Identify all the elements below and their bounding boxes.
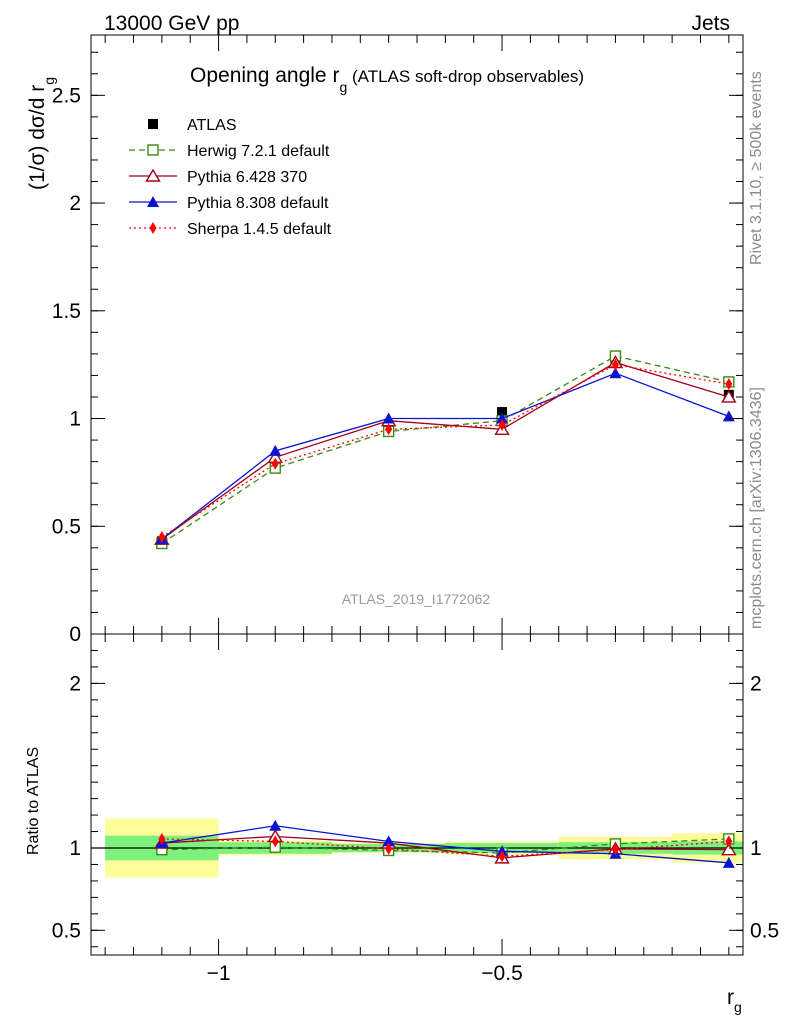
- series-line-pythia8: [161, 372, 730, 540]
- x-tick-label: −0.5: [481, 962, 522, 985]
- data-point-pythia8: [496, 412, 509, 424]
- ratio-series-group: [154, 819, 737, 868]
- plot-title: Opening angle rg (ATLAS soft-drop observ…: [190, 64, 584, 95]
- main-y-tick-label: 0: [69, 623, 81, 646]
- series-line-sherpa: [161, 363, 729, 538]
- main-ylabel: (1/σ) dσ/d rg: [26, 77, 57, 190]
- legend-marker-atlas: [148, 119, 158, 129]
- ratio-xlabel: rg: [727, 986, 742, 1015]
- legend-marker-pythia8: [147, 196, 159, 207]
- ratio-line-herwig: [161, 838, 729, 854]
- data-point-pythia8: [382, 412, 395, 424]
- data-point-pythia8: [722, 410, 735, 422]
- legend-entry-herwig: Herwig 7.2.1 default: [129, 143, 330, 160]
- data-point-atlas: [497, 407, 508, 418]
- ratio-line-pythia6: [161, 835, 729, 859]
- header-process: Jets: [691, 12, 730, 35]
- mcplots-label: mcplots.cern.ch [arXiv:1306.3436]: [748, 387, 765, 629]
- ratio-point-sherpa: [271, 835, 279, 848]
- ratio-point-pythia8: [722, 856, 735, 868]
- axis-ticks: 0 0.5 1 1.5 2 2.5 0.5 1 2 0.5 1 2 −1 −0.5: [52, 35, 779, 985]
- analysis-watermark: ATLAS_2019_I1772062: [342, 591, 491, 607]
- data-point-sherpa: [725, 378, 733, 391]
- legend-marker-pythia6: [145, 168, 161, 182]
- data-point-sherpa: [611, 358, 619, 371]
- ratio-frame: [90, 633, 744, 956]
- ratio-uncertainty-bands: [91, 818, 743, 878]
- ratio-series-sherpa: [158, 832, 733, 863]
- main-series-group: [154, 350, 737, 550]
- series-line-herwig: [161, 355, 729, 545]
- main-y-tick-label: 1: [69, 408, 81, 431]
- data-point-sherpa: [158, 531, 166, 544]
- ratio-point-sherpa: [725, 835, 733, 848]
- main-y-tick-label: 0.5: [52, 515, 81, 538]
- rivet-version-label: Rivet 3.1.10, ≥ 500k events: [748, 71, 765, 265]
- series-pythia8: [155, 367, 735, 545]
- legend: ATLAS Herwig 7.2.1 default Pythia 6.428 37…: [129, 117, 332, 238]
- legend-marker-herwig: [147, 144, 159, 156]
- legend-label-herwig: Herwig 7.2.1 default: [187, 143, 330, 160]
- data-point-sherpa: [385, 423, 393, 436]
- data-point-pythia8: [609, 367, 622, 379]
- legend-label-atlas: ATLAS: [187, 117, 237, 134]
- ratio-y-tick-label: 2: [69, 672, 81, 695]
- ratio-series-pythia8: [155, 819, 735, 868]
- ratio-ylabel: Ratio to ATLAS: [25, 747, 42, 855]
- ratio-point-pythia8: [269, 819, 282, 831]
- series-pythia6: [154, 355, 737, 545]
- series-line-pythia6: [161, 361, 730, 540]
- ratio-y-tick-label-right: 2: [750, 672, 762, 695]
- ratio-y-tick-label: 0.5: [52, 919, 81, 942]
- legend-label-pythia8: Pythia 8.308 default: [187, 195, 329, 212]
- x-tick-label: −1: [207, 962, 231, 985]
- legend-label-pythia6: Pythia 6.428 370: [187, 169, 307, 186]
- data-point-pythia8: [269, 444, 282, 456]
- legend-label-sherpa: Sherpa 1.4.5 default: [187, 221, 332, 238]
- ratio-point-sherpa: [498, 850, 506, 863]
- legend-entry-atlas: ATLAS: [148, 117, 237, 134]
- legend-marker-sherpa: [149, 222, 157, 234]
- main-y-tick-label: 2.5: [52, 84, 81, 107]
- ratio-point-sherpa: [385, 842, 393, 855]
- legend-entry-sherpa: Sherpa 1.4.5 default: [129, 221, 332, 238]
- ratio-point-pythia6: [721, 842, 737, 856]
- legend-entry-pythia6: Pythia 6.428 370: [129, 168, 307, 186]
- main-y-tick-label: 2: [69, 192, 81, 215]
- ratio-line-pythia8: [161, 825, 729, 864]
- data-point-sherpa: [498, 418, 506, 431]
- series-sherpa: [158, 358, 733, 544]
- ratio-y-tick-label-right: 0.5: [750, 919, 779, 942]
- ratio-y-tick-label: 1: [69, 837, 81, 860]
- header-energy: 13000 GeV pp: [104, 12, 239, 35]
- ratio-point-sherpa: [158, 832, 166, 845]
- ratio-point-sherpa: [611, 843, 619, 856]
- data-point-pythia6: [721, 389, 737, 403]
- legend-entry-pythia8: Pythia 8.308 default: [129, 195, 329, 212]
- ratio-point-pythia8: [382, 835, 395, 847]
- main-y-tick-label: 1.5: [52, 300, 81, 323]
- ratio-y-tick-label-right: 1: [750, 837, 762, 860]
- series-herwig: [156, 350, 735, 550]
- data-point-sherpa: [271, 457, 279, 470]
